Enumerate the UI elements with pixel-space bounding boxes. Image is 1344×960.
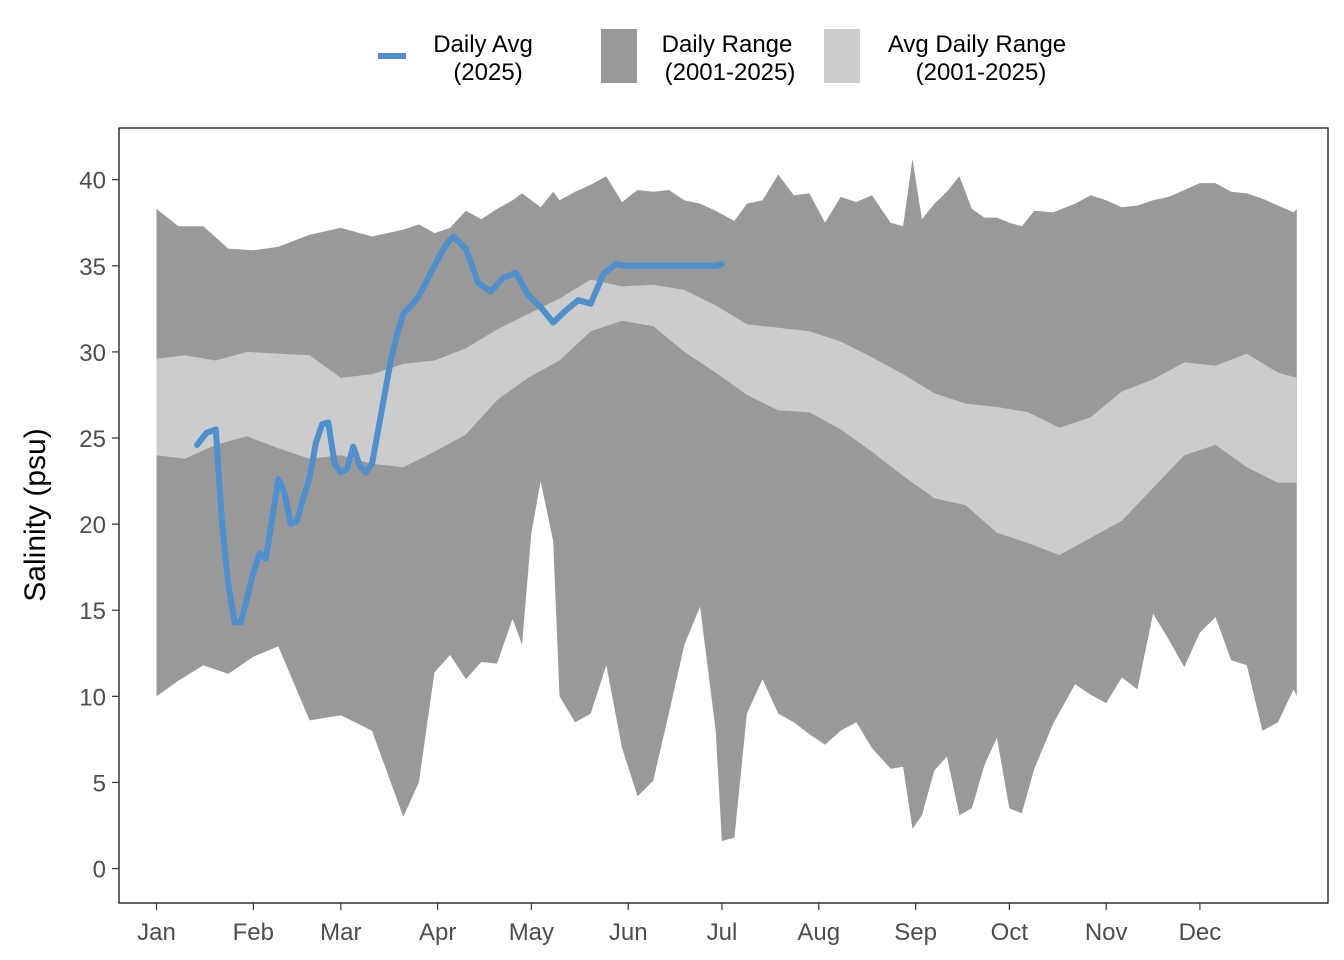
y-tick-label: 10: [79, 684, 106, 711]
daily-avg-line: [194, 233, 725, 626]
x-tick-label: Jul: [707, 919, 738, 946]
legend-sublabel-daily-avg: (2025): [453, 59, 522, 86]
y-tick-label: 5: [93, 770, 106, 797]
x-tick-label: Jan: [137, 919, 176, 946]
y-tick-label: 25: [79, 426, 106, 453]
x-tick-label: May: [509, 919, 554, 946]
y-tick-label: 40: [79, 168, 106, 195]
axes: 0 5 10 15 20 25 30 35 40 Jan Feb Mar Apr May Jun Jul Aug…: [79, 127, 1329, 946]
legend: Daily Avg (2025) Daily Range (2001-2025)…: [378, 29, 1066, 86]
x-tick-label: Sep: [894, 919, 937, 946]
x-tick-label: Dec: [1179, 919, 1222, 946]
plot-border: [118, 127, 1329, 904]
y-tick-label: 0: [93, 857, 106, 884]
legend-sublabel-avg-daily-range: (2001-2025): [916, 59, 1047, 86]
y-axis-title: Salinity (psu): [19, 428, 52, 601]
x-tick-label: Oct: [991, 919, 1029, 946]
avg-daily-range-band: [156, 279, 1297, 556]
y-tick-label: 15: [79, 598, 106, 625]
daily-range-band: [156, 159, 1297, 841]
legend-label-avg-daily-range: Avg Daily Range: [888, 31, 1066, 58]
y-tick-label: 30: [79, 340, 106, 367]
x-tick-label: Nov: [1085, 919, 1128, 946]
x-tick-label: Mar: [320, 919, 361, 946]
plot-area: [156, 159, 1297, 841]
legend-label-daily-avg: Daily Avg: [433, 31, 533, 58]
y-tick-label: 20: [79, 512, 106, 539]
legend-key-avg-daily-range: [824, 29, 860, 83]
legend-label-daily-range: Daily Range: [662, 31, 793, 58]
x-tick-label: Aug: [797, 919, 840, 946]
x-tick-label: Apr: [419, 919, 456, 946]
legend-sublabel-daily-range: (2001-2025): [665, 59, 796, 86]
y-tick-label: 35: [79, 254, 106, 281]
legend-key-daily-range: [601, 29, 637, 83]
x-tick-label: Jun: [609, 919, 648, 946]
x-tick-label: Feb: [233, 919, 274, 946]
